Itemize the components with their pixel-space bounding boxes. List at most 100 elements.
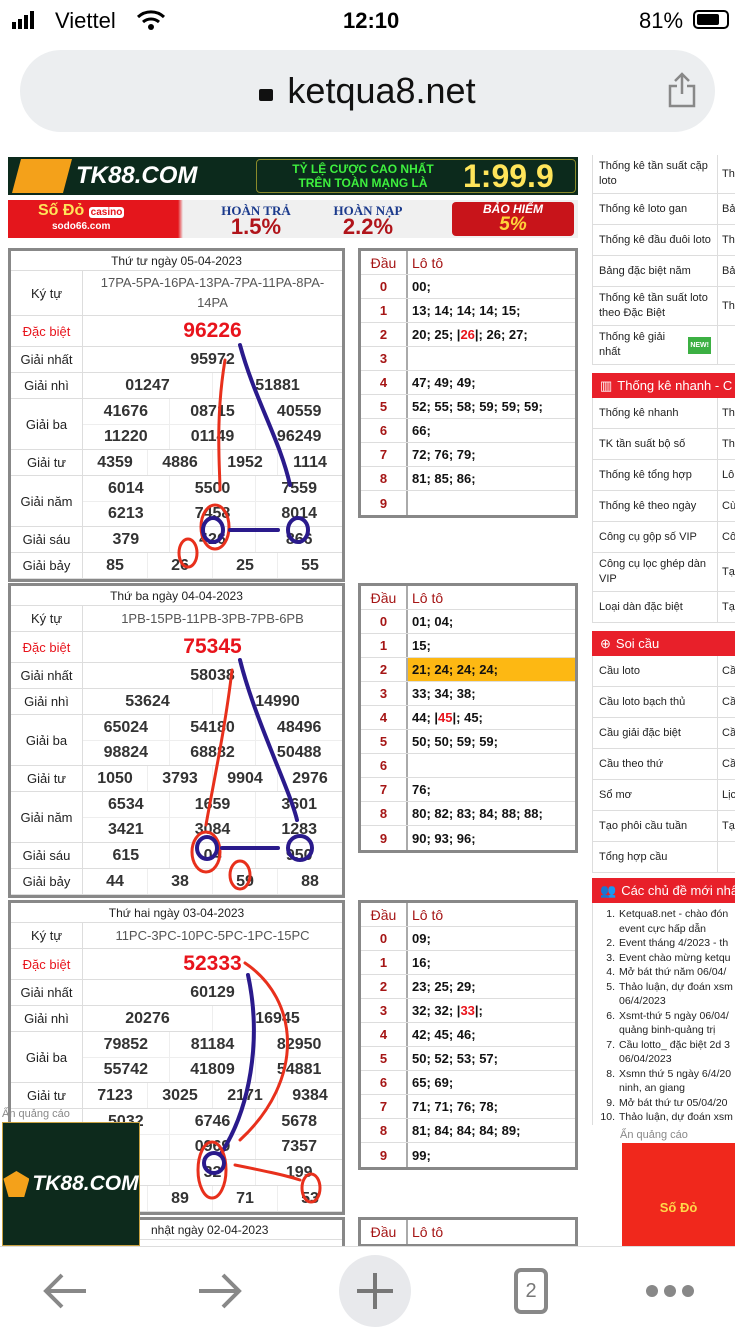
topic-item[interactable]: 06/4/2023	[599, 994, 735, 1009]
topic-item[interactable]: quảng binh-quảng trị	[599, 1023, 735, 1038]
link-label[interactable]: Thống kê đầu đuôi loto	[599, 233, 711, 246]
sidebar-link[interactable]: Bảng đặc biệt năm Bả	[592, 256, 735, 287]
topic-link[interactable]: ninh, an giang	[619, 1082, 685, 1094]
link-label-2[interactable]: Th	[722, 233, 735, 246]
topic-link[interactable]: Cầu lotto_ đặc biệt 2d 3	[619, 1038, 730, 1051]
result-date[interactable]: Thứ ba ngày 04-04-2023	[11, 586, 342, 606]
sidebar-link[interactable]: Cầu giải đặc biệt Cầ	[592, 718, 735, 749]
share-icon[interactable]	[667, 72, 697, 108]
link-label[interactable]: Thống kê loto gan	[599, 202, 688, 215]
tk88-banner[interactable]: TK88.COM TỶ LỆ CƯỢC CAO NHẤT TRÊN TOÀN MẠ…	[8, 157, 578, 195]
topic-link[interactable]: Event tháng 4/2023 - th	[619, 937, 729, 949]
back-button[interactable]	[30, 1247, 100, 1335]
sidebar-link[interactable]: Công cụ lọc ghép dàn VIP Tạ biệ	[592, 553, 735, 592]
sidebar-link[interactable]: Thống kê tần suất loto theo Đặc Biệt Th t…	[592, 287, 735, 326]
topic-item[interactable]: 7. Cầu lotto_ đặc biệt 2d 3	[599, 1038, 735, 1053]
hide-ad-right[interactable]: Ẩn quảng cáo	[620, 1128, 688, 1141]
link-label[interactable]: Bảng đặc biệt năm	[599, 264, 691, 277]
link-label[interactable]: Cầu giải đặc biệt	[599, 726, 681, 739]
sidebar-link[interactable]: Cầu loto bạch thủ Cầ	[592, 687, 735, 718]
sidebar-link[interactable]: TK tần suất bộ số Th	[592, 429, 735, 460]
sidebar-link[interactable]: Tổng hợp cầu	[592, 842, 735, 873]
link-label[interactable]: Cầu loto bạch thủ	[599, 695, 686, 708]
sidebar-link[interactable]: Thống kê đầu đuôi loto Th	[592, 225, 735, 256]
forward-button[interactable]	[185, 1247, 255, 1335]
link-label[interactable]: Thống kê nhanh	[599, 406, 679, 419]
link-label[interactable]: Thống kê tần suất loto theo Đặc Biệt	[599, 292, 708, 319]
link-label[interactable]: Thống kê giải nhất	[599, 331, 666, 358]
hide-ad-left[interactable]: Ẩn quảng cáo	[2, 1108, 70, 1120]
link-label[interactable]: Thống kê tần suất cặp loto	[599, 160, 708, 187]
link-label-2[interactable]	[718, 842, 735, 872]
sidebar-link[interactable]: Cầu theo thứ Cầ	[592, 749, 735, 780]
link-label[interactable]: Sổ mơ	[599, 788, 632, 801]
result-date[interactable]: nhật ngày 02-04-2023	[11, 1220, 342, 1240]
topic-item[interactable]: 3. Event chào mừng ketqu	[599, 951, 735, 966]
link-label-2[interactable]: Tạ	[722, 819, 735, 832]
link-label[interactable]: Loại dàn đặc biệt	[599, 600, 683, 613]
topic-item[interactable]: ninh, an giang	[599, 1081, 735, 1096]
tk88-ad[interactable]: TK88.COM	[2, 1122, 140, 1246]
topic-link[interactable]: quảng binh-quảng trị	[619, 1024, 716, 1036]
result-date[interactable]: Thứ tư ngày 05-04-2023	[11, 251, 342, 271]
link-label[interactable]: Thống kê tổng hợp	[599, 468, 692, 481]
link-label-2[interactable]: Lịc	[722, 788, 735, 801]
url-text[interactable]: ketqua8.net	[287, 70, 476, 111]
topic-link[interactable]: Thảo luận, dự đoán xsm	[619, 1111, 733, 1123]
sidebar-link[interactable]: Tạo phôi cầu tuần Tạ	[592, 811, 735, 842]
sidebar-link[interactable]: Thống kê theo ngày Cù	[592, 491, 735, 522]
result-date[interactable]: Thứ hai ngày 03-04-2023	[11, 903, 342, 923]
link-label-2[interactable]: Th dàn	[722, 167, 735, 180]
topic-link[interactable]: event cực hấp dẫn	[619, 922, 707, 935]
topic-item[interactable]: 4. Mở bát thứ năm 06/04/	[599, 965, 735, 980]
link-label-2[interactable]: Cô	[722, 530, 735, 543]
topic-item[interactable]: 06/04/2023	[599, 1052, 735, 1067]
link-label-2[interactable]: Th the	[722, 299, 735, 312]
topic-link[interactable]: 06/04/2023	[619, 1053, 672, 1065]
link-label[interactable]: Tạo phôi cầu tuần	[599, 819, 688, 832]
tabs-button[interactable]: 2	[505, 1247, 557, 1335]
sidebar-link[interactable]: Thống kê tần suất cặp loto Th dàn	[592, 155, 735, 194]
topic-item[interactable]: event cực hấp dẫn	[599, 922, 735, 937]
topic-item[interactable]: 1. Ketqua8.net - chào đón	[599, 907, 735, 922]
link-label-2[interactable]: Th	[722, 437, 735, 450]
sidebar-link[interactable]: Thống kê loto gan Bả	[592, 194, 735, 225]
link-label-2[interactable]: Cầ	[722, 664, 735, 677]
sidebar-link[interactable]: Thống kê giải nhất NEW!	[592, 326, 735, 365]
link-label-2[interactable]: Bả	[722, 264, 735, 277]
link-label[interactable]: Cầu loto	[599, 664, 640, 677]
sidebar-link[interactable]: Sổ mơ Lịc	[592, 780, 735, 811]
sodo-banner[interactable]: Số Đỏ casino sodo66.com HOÀN TRẢ 1.5% HOÀ…	[8, 200, 578, 238]
topic-item[interactable]: 5. Thảo luận, dự đoán xsm	[599, 980, 735, 995]
link-label-2[interactable]: Cầ	[722, 726, 735, 739]
topic-link[interactable]: 06/4/2023	[619, 995, 666, 1007]
topic-item[interactable]: 10. Thảo luận, dự đoán xsm	[599, 1110, 735, 1125]
link-label-2[interactable]: Bả	[722, 202, 735, 215]
topic-item[interactable]: 6. Xsmt-thứ 5 ngày 06/04/	[599, 1009, 735, 1024]
topic-link[interactable]: Thảo luận, dự đoán xsm	[619, 980, 733, 993]
sidebar-link[interactable]: Thống kê tổng hợp Lô	[592, 460, 735, 491]
link-label-2[interactable]: Th	[722, 406, 735, 419]
sidebar-link[interactable]: Công cụ gộp số VIP Cô	[592, 522, 735, 553]
topic-link[interactable]: Event chào mừng ketqu	[619, 951, 731, 964]
address-bar[interactable]: ketqua8.net	[20, 50, 715, 132]
link-label-2[interactable]: Tạ biệ	[722, 565, 735, 578]
link-label[interactable]: TK tần suất bộ số	[599, 437, 686, 450]
link-label-2[interactable]: Cầ	[722, 695, 735, 708]
topic-link[interactable]: Mở bát thứ tư 05/04/20	[619, 1096, 728, 1109]
link-label-2[interactable]: Cù	[722, 499, 735, 512]
link-label[interactable]: Công cụ gộp số VIP	[599, 530, 697, 543]
topic-item[interactable]: 2. Event tháng 4/2023 - th	[599, 936, 735, 951]
topic-link[interactable]: Xsmn thứ 5 ngày 6/4/20	[619, 1067, 732, 1080]
topic-link[interactable]: Ketqua8.net - chào đón	[619, 908, 729, 920]
sidebar-link[interactable]: Loại dàn đặc biệt Tạ	[592, 592, 735, 623]
sodo-ad[interactable]: Số Đỏ	[622, 1142, 735, 1246]
topic-link[interactable]: Xsmt-thứ 5 ngày 06/04/	[619, 1009, 729, 1022]
link-label[interactable]: Công cụ lọc ghép dàn VIP	[599, 558, 707, 585]
link-label-2[interactable]: Tạ	[722, 600, 735, 613]
sidebar-link[interactable]: Cầu loto Cầ	[592, 656, 735, 687]
new-tab-button[interactable]	[338, 1247, 412, 1335]
topic-item[interactable]: 8. Xsmn thứ 5 ngày 6/4/20	[599, 1067, 735, 1082]
link-label[interactable]: Tổng hợp cầu	[599, 850, 668, 863]
link-label-2[interactable]: Cầ	[722, 757, 735, 770]
